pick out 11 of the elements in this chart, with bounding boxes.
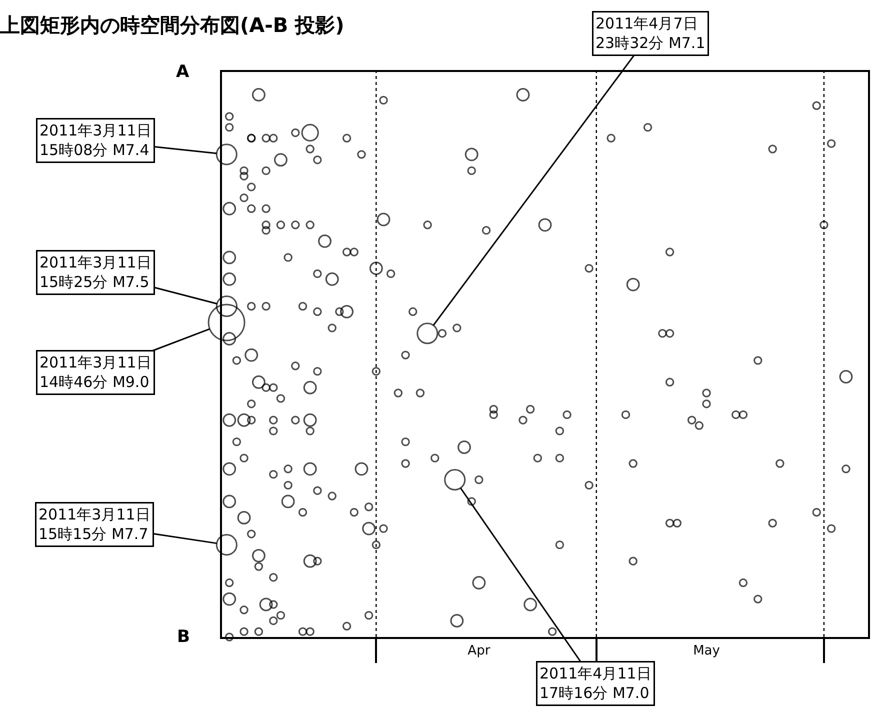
x-tick-label: Apr — [468, 643, 491, 658]
annotation: 2011年4月7日 23時32分 M7.1 — [596, 14, 706, 52]
annotation: 2011年4月11日 17時16分 M7.0 — [540, 664, 652, 702]
chart-title: 上図矩形内の時空間分布図(A-B 投影) — [0, 12, 344, 37]
annotation: 2011年3月11日 15時15分 M7.7 — [38, 506, 150, 543]
x-tick-label: May — [693, 643, 720, 658]
annotation: 2011年3月11日 15時08分 M7.4 — [40, 122, 152, 159]
annotation: 2011年3月11日 14時46分 M9.0 — [40, 354, 152, 391]
annotation: 2011年3月11日 15時25分 M7.5 — [40, 254, 152, 291]
text: A — [176, 62, 190, 82]
text: B — [177, 627, 190, 647]
